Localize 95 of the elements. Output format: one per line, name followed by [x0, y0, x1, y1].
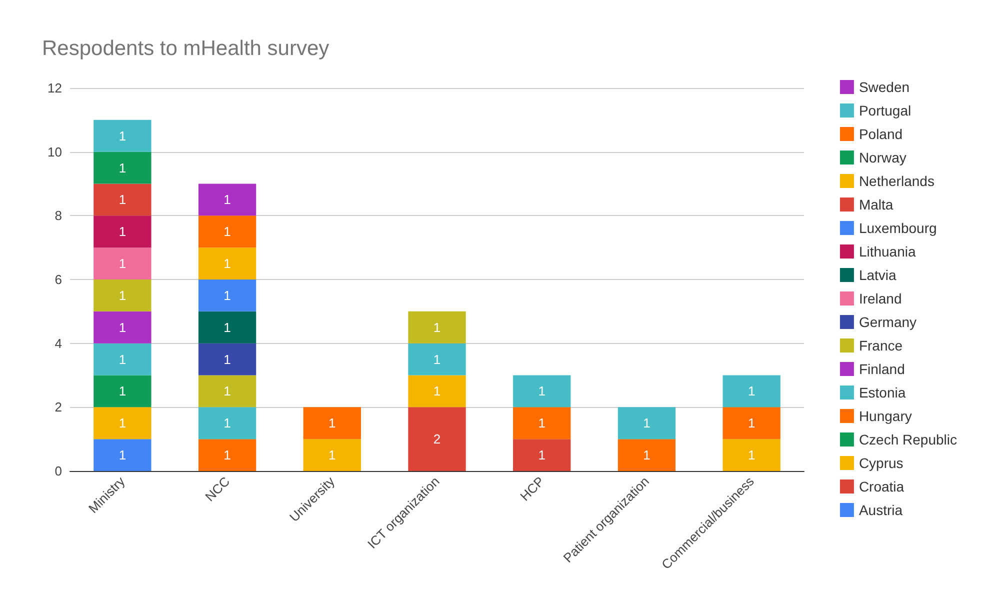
legend-label: Sweden	[858, 79, 910, 95]
legend-label: Luxembourg	[858, 220, 937, 236]
data-label: 1	[224, 256, 231, 272]
data-label: 1	[748, 384, 756, 399]
legend-label: Portugal	[858, 102, 912, 118]
bar	[722, 439, 780, 471]
data-label: 1	[748, 448, 756, 463]
legend-label: Estonia	[858, 384, 906, 400]
bar	[722, 407, 780, 440]
data-label: 1	[118, 128, 126, 144]
data-label: 1	[118, 256, 126, 272]
y-tick-label: 8	[54, 208, 62, 224]
bar	[513, 439, 571, 471]
data-label: 1	[328, 416, 336, 431]
legend-label: Germany	[858, 314, 917, 330]
y-tick-label: 6	[54, 272, 62, 287]
bar	[94, 439, 152, 471]
bar	[408, 343, 466, 376]
data-label: 1	[118, 352, 126, 367]
data-label: 1	[643, 416, 650, 431]
data-label: 1	[538, 448, 546, 463]
y-tick-label: 4	[54, 336, 62, 351]
data-label: 1	[224, 224, 231, 240]
data-label: 1	[118, 416, 126, 431]
bar	[618, 407, 676, 440]
legend-label: Austria	[858, 502, 903, 518]
legend-label: Latvia	[858, 267, 897, 283]
bar	[198, 248, 256, 280]
bar	[94, 311, 152, 344]
data-label: 2	[433, 432, 441, 447]
data-label: 1	[433, 320, 441, 335]
data-label: 1	[643, 448, 650, 463]
data-label: 1	[118, 288, 126, 303]
y-tick-label: 0	[54, 464, 62, 478]
bar	[408, 407, 466, 471]
data-label: 1	[224, 448, 231, 463]
bar	[198, 343, 256, 376]
data-label: 1	[224, 320, 231, 335]
bar	[408, 375, 466, 408]
bar	[94, 184, 152, 216]
legend-label: Cyprus	[858, 455, 904, 471]
y-tick-label: 10	[48, 144, 62, 160]
data-label: 1	[433, 352, 441, 367]
bar	[198, 216, 256, 248]
legend-label: Lithuania	[858, 244, 916, 260]
legend-label: Malta	[858, 196, 894, 212]
data-label: 1	[224, 352, 231, 367]
legend-label: France	[858, 338, 903, 354]
legend-label: Croatia	[858, 478, 904, 494]
bar	[198, 407, 256, 440]
data-label: 1	[118, 224, 126, 240]
bar	[198, 375, 256, 408]
legend-label: Finland	[858, 361, 905, 377]
data-label: 1	[433, 384, 441, 399]
data-label: 1	[118, 384, 126, 399]
bar	[303, 439, 361, 471]
bar	[94, 343, 152, 376]
bar	[618, 439, 676, 471]
bar	[94, 152, 152, 184]
legend-label: Norway	[858, 150, 906, 166]
bar	[94, 280, 152, 312]
bar	[198, 439, 256, 471]
data-label: 1	[224, 288, 231, 303]
data-label: 1	[118, 160, 126, 176]
data-label: 1	[118, 320, 126, 335]
bar	[94, 248, 152, 280]
bar	[513, 375, 571, 408]
legend-label: Czech Republic	[858, 432, 958, 448]
bar	[94, 216, 152, 248]
bar	[198, 184, 256, 216]
data-label: 1	[118, 448, 126, 463]
data-label: 1	[224, 384, 231, 399]
data-label: 1	[538, 416, 546, 431]
data-label: 1	[328, 448, 336, 463]
legend-label: Hungary	[858, 408, 912, 424]
data-label: 1	[748, 416, 756, 431]
legend-label: Netherlands	[858, 173, 934, 189]
data-label: 1	[224, 416, 231, 431]
bar	[198, 280, 256, 312]
legend-label: Ireland	[858, 290, 902, 306]
bar	[94, 120, 152, 152]
chart-title: Respodents to mHealth survey	[42, 37, 330, 60]
data-label: 1	[538, 384, 546, 399]
bar	[513, 407, 571, 440]
bar	[94, 375, 152, 408]
bar	[303, 407, 361, 440]
bar	[198, 311, 256, 344]
y-tick-label: 2	[54, 400, 62, 415]
bar	[94, 407, 152, 440]
legend-label: Poland	[858, 126, 903, 142]
bar	[722, 375, 780, 408]
y-tick-label: 12	[48, 80, 62, 96]
data-label: 1	[224, 192, 231, 208]
data-label: 1	[118, 192, 126, 208]
bar	[408, 311, 466, 344]
